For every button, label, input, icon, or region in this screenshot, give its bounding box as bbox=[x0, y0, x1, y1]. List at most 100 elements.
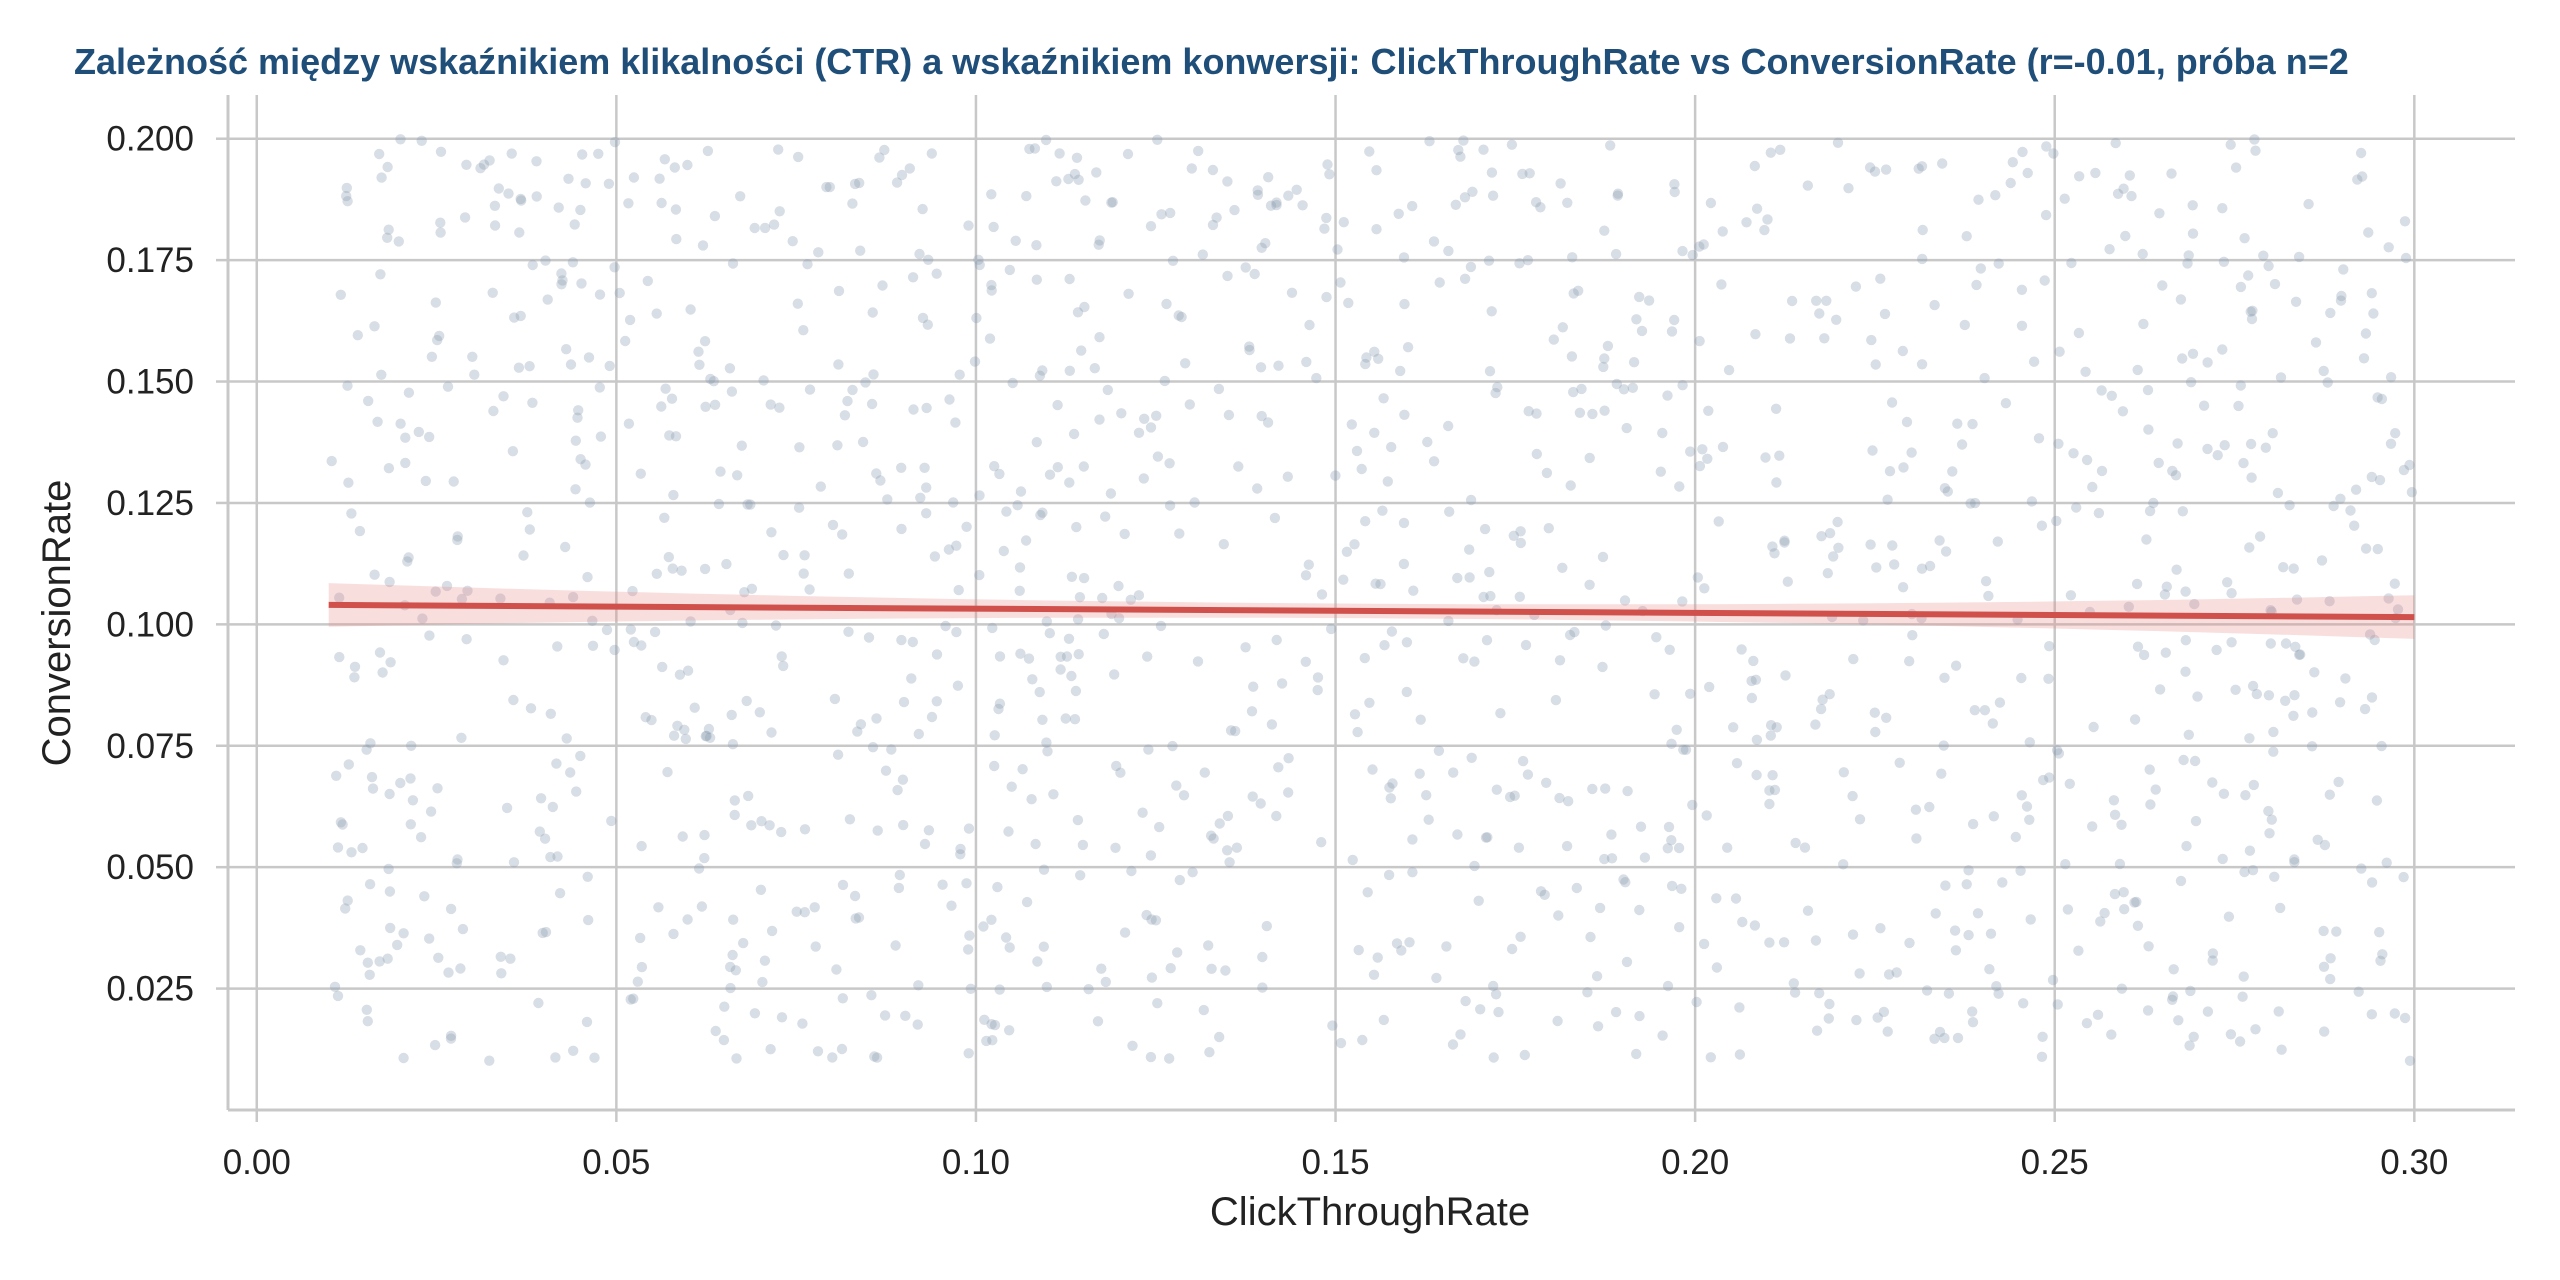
scatter-point bbox=[1145, 1051, 1157, 1063]
scatter-point bbox=[1029, 143, 1041, 154]
scatter-point bbox=[2053, 748, 2065, 759]
scatter-point bbox=[1037, 714, 1048, 725]
scatter-point bbox=[1488, 1052, 1499, 1063]
scatter-point bbox=[1398, 252, 1410, 263]
scatter-point bbox=[937, 879, 948, 890]
scatter-point bbox=[1078, 461, 1090, 472]
scatter-point bbox=[2052, 999, 2063, 1010]
scatter-point bbox=[1599, 405, 1610, 416]
scatter-point bbox=[2074, 171, 2085, 182]
scatter-point bbox=[874, 152, 885, 163]
scatter-point bbox=[417, 613, 428, 624]
scatter-point bbox=[728, 914, 739, 925]
scatter-point bbox=[1111, 760, 1122, 772]
scatter-point bbox=[1730, 893, 1742, 904]
scatter-point bbox=[1335, 277, 1346, 288]
scatter-point bbox=[804, 584, 815, 595]
scatter-point bbox=[2175, 875, 2187, 887]
scatter-point bbox=[2172, 438, 2183, 449]
scatter-point bbox=[2392, 604, 2404, 615]
scatter-point bbox=[1677, 380, 1688, 391]
scatter-point bbox=[1248, 681, 1259, 692]
scatter-point bbox=[766, 527, 777, 538]
scatter-point bbox=[509, 312, 520, 323]
scatter-point bbox=[921, 402, 932, 414]
scatter-point bbox=[1004, 1025, 1015, 1036]
scatter-point bbox=[478, 159, 490, 170]
scatter-point bbox=[1979, 372, 1990, 384]
scatter-point bbox=[963, 220, 974, 231]
scatter-point bbox=[2207, 777, 2218, 788]
scatter-point bbox=[1256, 242, 1267, 253]
scatter-point bbox=[1360, 516, 1371, 527]
scatter-point bbox=[961, 878, 972, 889]
scatter-point bbox=[2071, 502, 2082, 513]
scatter-point bbox=[522, 507, 533, 518]
scatter-point bbox=[362, 957, 373, 968]
scatter-point bbox=[868, 369, 879, 380]
x-tick-label: 0.20 bbox=[1661, 1143, 1729, 1182]
scatter-point bbox=[1979, 705, 1991, 716]
scatter-point bbox=[2099, 907, 2110, 919]
scatter-point bbox=[635, 468, 646, 479]
scatter-point bbox=[738, 937, 749, 949]
scatter-point bbox=[1015, 648, 1026, 659]
scatter-point bbox=[2110, 137, 2121, 149]
scatter-point bbox=[1771, 477, 1782, 488]
scatter-point bbox=[837, 993, 848, 1004]
scatter-point bbox=[700, 731, 711, 742]
scatter-point bbox=[2290, 641, 2301, 652]
scatter-point bbox=[797, 1018, 808, 1029]
scatter-point bbox=[1993, 258, 2004, 269]
scatter-point bbox=[1044, 628, 1056, 639]
scatter-point bbox=[395, 134, 406, 145]
scatter-point bbox=[765, 399, 776, 410]
scatter-point bbox=[1866, 334, 1877, 346]
scatter-point bbox=[467, 351, 478, 362]
scatter-point bbox=[813, 247, 824, 258]
scatter-point bbox=[2180, 666, 2191, 677]
scatter-point bbox=[1007, 377, 1018, 389]
scatter-point bbox=[1600, 783, 1611, 794]
x-tick-label: 0.25 bbox=[2021, 1143, 2089, 1182]
scatter-point bbox=[1481, 635, 1493, 646]
scatter-point bbox=[461, 634, 472, 645]
scatter-point bbox=[732, 470, 743, 481]
scatter-point bbox=[1504, 791, 1516, 803]
scatter-point bbox=[2225, 1029, 2237, 1040]
scatter-point bbox=[2207, 948, 2219, 959]
scatter-point bbox=[1916, 161, 1928, 172]
scatter-point bbox=[1291, 184, 1302, 195]
scatter-point bbox=[1027, 674, 1038, 685]
scatter-point bbox=[1597, 551, 1609, 563]
scatter-point bbox=[531, 156, 542, 167]
scatter-point bbox=[1072, 614, 1084, 625]
scatter-point bbox=[1731, 758, 1743, 769]
scatter-point bbox=[1478, 144, 1489, 155]
scatter-point bbox=[1311, 372, 1322, 384]
scatter-point bbox=[1666, 738, 1677, 749]
scatter-point bbox=[2268, 746, 2279, 757]
scatter-point bbox=[1886, 397, 1898, 408]
scatter-point bbox=[542, 294, 553, 305]
scatter-point bbox=[994, 651, 1006, 662]
scatter-point bbox=[1904, 656, 1915, 667]
scatter-point bbox=[802, 259, 813, 270]
scatter-point bbox=[668, 928, 679, 940]
scatter-point bbox=[1810, 935, 1822, 946]
scatter-point bbox=[919, 838, 931, 850]
scatter-point bbox=[1387, 778, 1398, 789]
scatter-point bbox=[405, 773, 416, 784]
y-tick-label: 0.025 bbox=[106, 970, 194, 1009]
scatter-point bbox=[1094, 414, 1105, 425]
scatter-point bbox=[951, 626, 962, 638]
scatter-point bbox=[1657, 1030, 1668, 1041]
scatter-point bbox=[703, 723, 715, 735]
scatter-point bbox=[1349, 709, 1361, 720]
scatter-point bbox=[998, 545, 1009, 557]
scatter-point bbox=[2247, 305, 2258, 316]
scatter-point bbox=[1122, 148, 1134, 160]
scatter-point bbox=[799, 824, 811, 835]
scatter-point bbox=[953, 584, 964, 596]
scatter-point bbox=[1819, 333, 1830, 344]
